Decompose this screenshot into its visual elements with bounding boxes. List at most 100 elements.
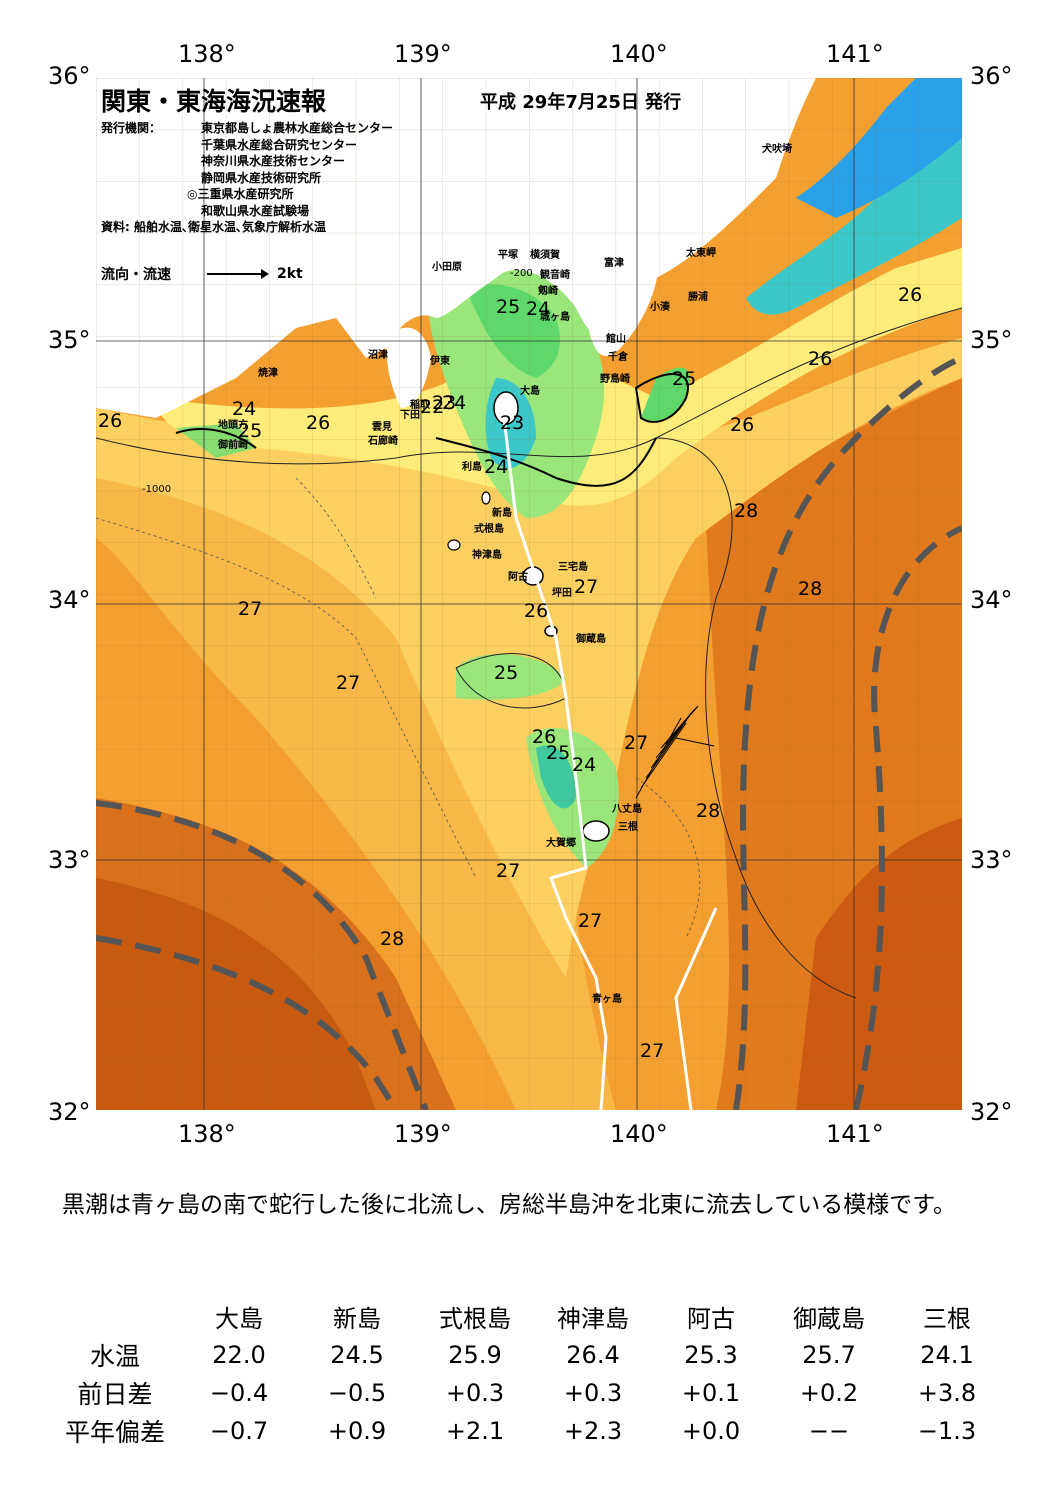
isotherm-label: 27 [574,576,599,598]
data-sources: 資料: 船舶水温､衛星水温､気象庁解析水温 [101,220,326,234]
table-cell: +2.1 [445,1417,505,1445]
row-label: 前日差 [77,1380,153,1409]
lon-tick-top: 139° [394,40,452,68]
isotherm-label: 24 [572,754,597,776]
sea-temperature-svg [96,78,962,1110]
place-label: 阿古 [508,572,528,583]
place-label: 大島 [520,386,540,397]
table-cell: −0.5 [327,1379,387,1407]
kuroshio-axis [96,355,962,1110]
table-cell: 24.5 [330,1341,384,1369]
place-label: 三宅島 [558,562,588,573]
lon-tick-bottom: 139° [394,1120,452,1148]
isotherm-label: 28 [734,500,759,522]
publisher: 千葉県水産総合研究センター [201,137,358,152]
place-label: 勝浦 [688,292,708,303]
station-name: 御蔵島 [793,1304,865,1333]
publisher-label: 発行機関： [101,121,162,135]
place-label: 八丈島 [612,804,642,815]
lat-lon-grid [96,78,962,1110]
table-row: 平年偏差 −0.7 +0.9 +2.1 +2.3 +0.0 −− −1.3 [50,1412,1006,1450]
place-label: 青ヶ島 [592,994,622,1005]
isotherm-label: 27 [640,1040,665,1062]
isotherm-label: 26 [898,284,923,306]
place-label: 千倉 [608,352,628,363]
place-label: 沼津 [368,350,388,361]
table-cell: +0.2 [799,1379,859,1407]
isotherm-label: 25 [238,420,263,442]
place-label: 式根島 [474,524,504,535]
isotherm-label: 22 [420,396,445,418]
summary-text: 黒潮は青ヶ島の南で蛇行した後に北流し、房総半島沖を北東に流去している模様です。 [62,1192,957,1218]
place-label: 稲取 [410,400,430,411]
station-name: 三根 [923,1304,971,1333]
place-label: 観音崎 [540,270,570,281]
legend-label: 流向・流速 [101,267,171,283]
lon-tick-top: 141° [826,40,884,68]
place-label: 下田 [400,410,420,421]
place-label: 坪田 [552,588,572,599]
table-cell: +0.3 [445,1379,505,1407]
lat-tick-left: 33° [48,846,91,874]
station-name: 大島 [215,1304,263,1333]
table-cell: 24.1 [920,1341,974,1369]
isotherm-label: 27 [336,672,361,694]
isotherm-label: 26 [808,348,833,370]
isotherm-label: 25 [494,662,519,684]
row-label: 平年偏差 [64,1418,165,1447]
isotherm-label: 24 [484,456,509,478]
sea-temperature-map [96,78,962,1110]
lat-tick-right: 32° [970,1098,1013,1126]
isotherm-label: 23 [500,412,525,434]
place-label: 大賀郷 [546,838,576,849]
table-cell: 22.0 [212,1341,266,1369]
isotherm-label: 28 [380,928,405,950]
isotherm-label: 25 [672,368,697,390]
row-label: 水温 [89,1342,140,1371]
current-legend: 流向・流速 2kt [101,264,303,284]
isotherm-label: 26 [524,600,549,622]
degree-grid [96,78,962,1110]
isotherm-label: 25 [496,296,521,318]
table-row: 前日差 −0.4 −0.5 +0.3 +0.3 +0.1 +0.2 +3.8 [50,1374,1006,1412]
map-title: 関東・東海海況速報 [101,87,327,116]
lat-tick-left: 32° [48,1098,91,1126]
place-label: 犬吠埼 [762,144,792,155]
lon-tick-bottom: 141° [826,1120,884,1148]
table-cell: +2.3 [563,1417,623,1445]
lon-tick-top: 138° [178,40,236,68]
table-cell: 26.4 [566,1341,620,1369]
table-cell: +0.9 [327,1417,387,1445]
table-cell: +3.8 [917,1379,977,1407]
place-label: 利島 [462,462,482,473]
table-cell: −1.3 [917,1417,977,1445]
isotherm-label: 24 [232,398,257,420]
table-cell: 25.9 [448,1341,502,1369]
observation-table: 大島 新島 式根島 神津島 阿古 御蔵島 三根 水温 22.0 24.5 25.… [50,1296,1006,1450]
place-label: 太東岬 [686,248,716,259]
table-cell: +0.3 [563,1379,623,1407]
isotherm-label: 27 [624,732,649,754]
publisher: ◎三重県水産研究所 [187,187,294,201]
station-name: 新島 [333,1304,381,1333]
station-name: 式根島 [439,1304,511,1333]
lat-tick-left: 35° [48,326,91,354]
map-area: 138° 139° 140° 141° 138° 139° 140° 141° … [48,40,1013,1148]
place-label: 野島崎 [600,374,630,385]
place-label: 地頭方 [218,420,248,431]
lon-tick-top: 140° [610,40,668,68]
current-vectors [635,705,715,799]
isotherm-label: 26 [532,726,557,748]
table-cell: 25.7 [802,1341,856,1369]
table-cell: −0.7 [209,1417,269,1445]
table-header-row: 大島 新島 式根島 神津島 阿古 御蔵島 三根 [50,1296,1006,1336]
publisher: 東京都島しょ農林水産総合センター [201,121,394,135]
place-label: 富津 [604,258,624,269]
place-label: 小田原 [432,262,462,273]
place-label: 新島 [492,508,512,519]
station-name: 神津島 [557,1304,629,1333]
place-label: 小湊 [650,302,670,313]
isotherm-label: 26 [730,414,755,436]
isotherm-label: 26 [306,412,331,434]
publisher: 和歌山県水産試験場 [201,203,310,218]
